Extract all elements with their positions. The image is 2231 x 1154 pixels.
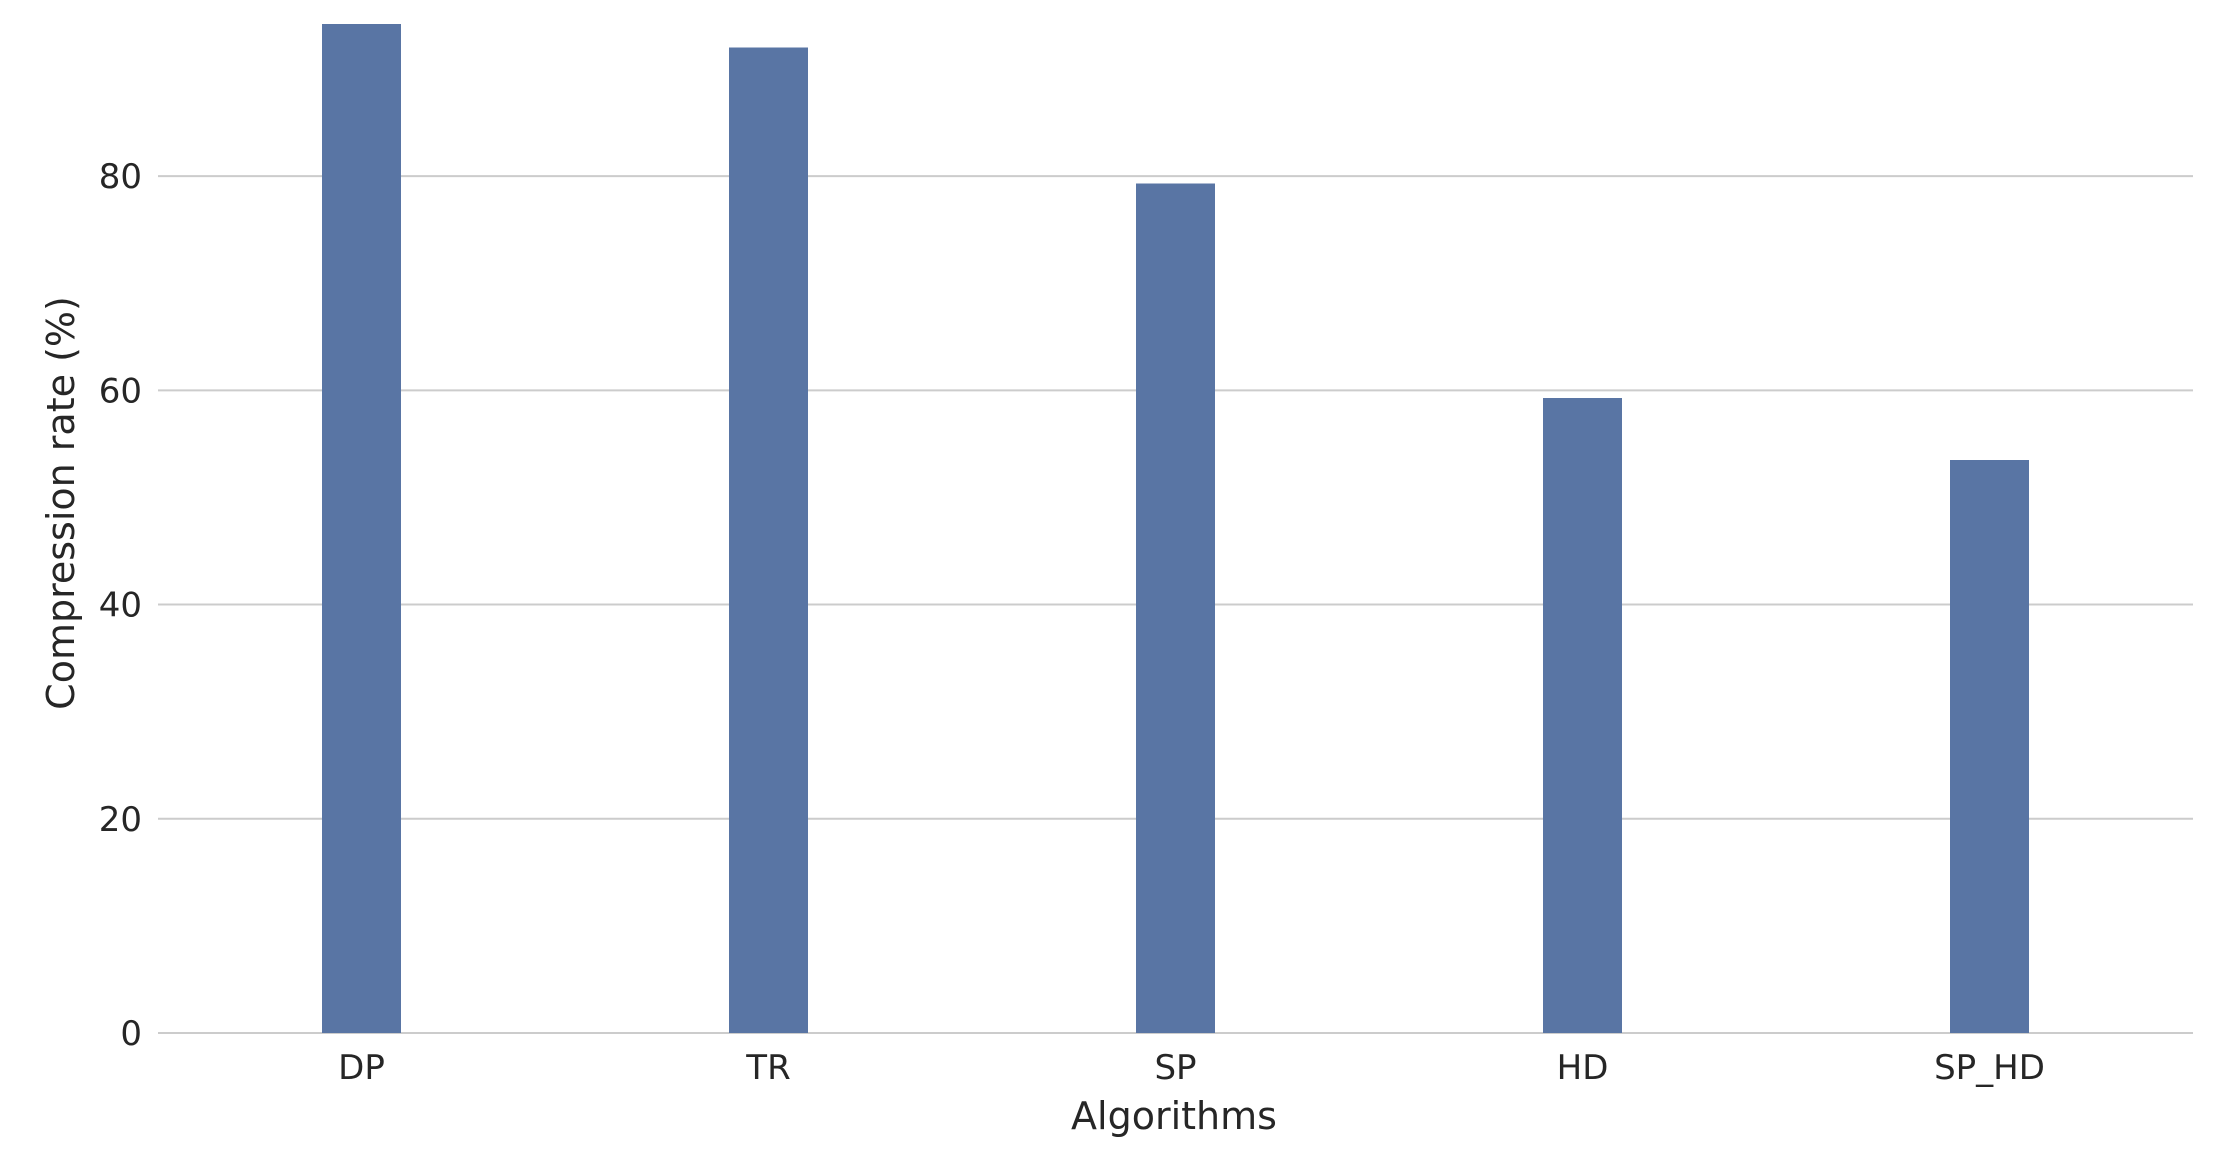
bar-tr <box>728 47 809 1033</box>
x-tick-label: DP <box>338 1048 385 1088</box>
x-axis-label: Algorithms <box>1071 1094 1277 1138</box>
y-tick-label: 0 <box>120 1014 142 1054</box>
bar-hd <box>1542 397 1623 1033</box>
x-tick-labels: DP TR SP HD SP_HD <box>338 1048 2045 1088</box>
y-tick-label: 40 <box>99 586 142 626</box>
bars <box>321 24 2030 1034</box>
x-tick-label: HD <box>1557 1048 1609 1088</box>
x-tick-label: TR <box>745 1048 790 1088</box>
y-tick-label: 20 <box>99 800 142 840</box>
y-tick-labels: 0 20 40 60 80 <box>99 157 142 1054</box>
x-tick-label: SP_HD <box>1934 1048 2045 1088</box>
y-axis-label: Compression rate (%) <box>39 296 83 710</box>
bar-sp <box>1135 183 1216 1034</box>
x-tick-label: SP <box>1154 1048 1196 1088</box>
bar-sp-hd <box>1949 459 2030 1033</box>
bar-dp <box>321 24 402 1033</box>
y-tick-label: 60 <box>99 371 142 411</box>
y-tick-label: 80 <box>99 157 142 197</box>
